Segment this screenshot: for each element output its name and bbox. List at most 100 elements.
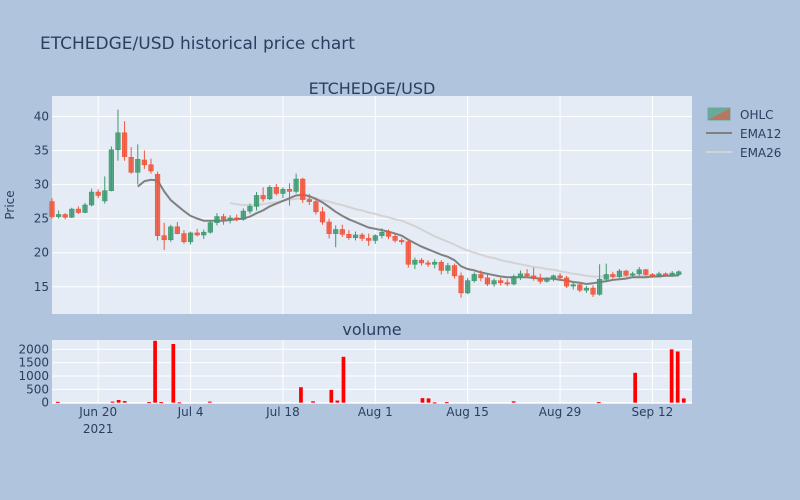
volume-bar [159, 402, 164, 404]
candle-body [214, 216, 220, 224]
candle-body [352, 234, 359, 239]
volume-y-tick-label: 500 [26, 382, 49, 396]
candle [319, 207, 326, 225]
legend-item-ema12[interactable]: EMA12 [706, 127, 781, 141]
candle-body [597, 278, 603, 295]
candle [550, 274, 557, 282]
candle-body [141, 159, 147, 166]
volume-bar [669, 349, 674, 403]
candle [570, 282, 576, 290]
price-y-tick-label: 20 [34, 246, 49, 260]
candle-body [550, 275, 557, 280]
candle [300, 177, 306, 203]
candle [115, 109, 121, 161]
volume-plot-background [52, 340, 692, 404]
candle-body [55, 214, 62, 217]
candlestick-series [49, 109, 682, 298]
candle [168, 224, 174, 242]
candle-body [636, 269, 642, 275]
candle-body [531, 275, 537, 279]
candle-body [174, 226, 180, 234]
volume-y-tick-label: 2000 [18, 342, 49, 356]
candle-body [524, 273, 530, 277]
candle-body [471, 274, 477, 281]
candle [240, 208, 246, 221]
legend-item-ema26[interactable]: EMA26 [706, 146, 781, 160]
legend-label-ema26: EMA26 [740, 146, 781, 160]
volume-bar [329, 389, 334, 403]
candle [636, 266, 642, 276]
candle-body [306, 199, 312, 202]
candle-body [425, 262, 431, 265]
candle-body [82, 204, 88, 213]
legend-label-ohlc: OHLC [740, 108, 774, 122]
candle [88, 188, 95, 207]
candle-body [405, 241, 411, 265]
candle-body [121, 132, 128, 157]
candle [524, 269, 530, 278]
candle-body [49, 201, 55, 217]
ema12-line [137, 178, 679, 286]
legend-item-ohlc[interactable]: OHLC [707, 107, 774, 122]
candle-body [194, 232, 200, 236]
candle [656, 271, 662, 278]
candle [643, 269, 649, 276]
candle [313, 197, 319, 215]
candle [260, 187, 266, 202]
volume-bar [122, 401, 127, 403]
candle [392, 232, 398, 243]
candle [69, 207, 75, 218]
candle [201, 229, 207, 240]
candle-body [359, 234, 365, 239]
volume-bar [110, 401, 115, 403]
volume-grid [52, 348, 692, 404]
candle-body [630, 273, 636, 276]
candle [623, 269, 629, 277]
volume-bar [56, 401, 60, 403]
candle-body [564, 277, 570, 287]
candle-body [583, 287, 590, 291]
candle [174, 222, 180, 235]
candle [95, 189, 101, 199]
candle-body [577, 284, 583, 291]
candle-body [412, 259, 418, 265]
candle-body [399, 240, 405, 243]
candle-body [366, 238, 372, 241]
candle [484, 273, 491, 287]
candle [161, 222, 167, 250]
candle-body [445, 265, 451, 271]
volume-subplot-title: volume [342, 320, 401, 339]
candle [352, 231, 359, 241]
candle-body [115, 132, 121, 151]
candle [676, 270, 682, 276]
candle-body [62, 214, 68, 218]
candle [590, 285, 596, 297]
candle-body [319, 211, 326, 223]
candle [564, 275, 570, 289]
price-plot-background [52, 96, 692, 314]
candle-body [465, 280, 471, 294]
price-y-tick-label: 25 [34, 212, 49, 226]
candle [557, 273, 563, 280]
volume-bar [147, 402, 151, 404]
legend: OHLC EMA12 EMA26 [706, 107, 781, 160]
candle [128, 147, 134, 174]
candle-body [590, 287, 596, 295]
candle-body [603, 274, 609, 280]
volume-bar [299, 387, 303, 403]
candle-body [385, 231, 392, 237]
candle-body [148, 164, 154, 172]
volume-y-tick-label: 0 [41, 396, 49, 410]
candle [385, 229, 392, 240]
x-axis-ticks: Jun 20 2021 Jul 4 Jul 18 Aug 1 Aug 15 Aug 29 Se… [78, 405, 673, 436]
candle-body [260, 195, 266, 200]
candle [669, 271, 675, 277]
x-tick-sublabel: 2021 [83, 422, 114, 436]
candle [491, 278, 497, 287]
candle-body [379, 231, 385, 236]
candle-body [346, 233, 352, 238]
candle [504, 279, 510, 287]
candle [603, 263, 609, 282]
